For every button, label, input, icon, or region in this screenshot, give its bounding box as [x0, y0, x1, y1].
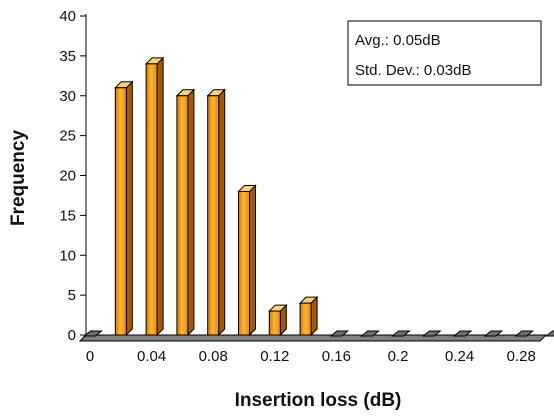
y-tick-label: 35: [59, 48, 76, 65]
bar-zero: [421, 330, 442, 337]
bar-front: [114, 87, 127, 336]
bar: [144, 56, 165, 337]
plot-area: 0 5 10 15 20 25 30 35 40 0 0.04 0.08 0.12 0.16 0.2 0.2…: [59, 8, 554, 365]
x-tick-label: 0.28: [507, 348, 536, 365]
x-tick-label: 0.08: [199, 348, 228, 365]
bar-side: [249, 184, 256, 337]
bar: [329, 330, 350, 337]
stats-annotation-box: Avg.: 0.05dB Std. Dev.: 0.03dB: [347, 20, 542, 86]
y-tick-label: 15: [59, 207, 76, 224]
bar: [360, 330, 381, 337]
bar-front: [207, 95, 220, 336]
y-tick-label: 30: [59, 88, 76, 105]
bar-zero: [545, 330, 554, 337]
bar: [421, 330, 442, 337]
bar: [83, 330, 103, 337]
stats-annotation-stddev: Std. Dev.: 0.03dB: [355, 62, 471, 79]
bar: [452, 330, 473, 337]
bar-front: [176, 95, 189, 336]
y-tick-label: 25: [59, 128, 76, 145]
y-tick-label: 20: [59, 168, 76, 185]
bar-side: [125, 80, 133, 337]
bar-side: [218, 88, 226, 337]
y-axis-ticks: 0 5 10 15 20 25 30 35 40: [59, 8, 86, 344]
x-tick-label: 0.04: [137, 348, 166, 365]
x-axis-ticks: 0 0.04 0.08 0.12 0.16 0.2 0.24 0.28: [86, 348, 536, 365]
bar-front: [268, 310, 281, 336]
bar: [175, 88, 196, 337]
x-axis-title: Insertion loss (dB): [235, 390, 402, 411]
bar: [391, 330, 411, 337]
x-tick-label: 0: [86, 348, 94, 365]
bar-zero: [329, 330, 350, 337]
stats-annotation-avg: Avg.: 0.05dB: [355, 32, 441, 49]
floor-slab: [78, 334, 548, 342]
x-tick-label: 0.12: [260, 348, 289, 365]
bar-zero: [360, 330, 381, 337]
bar-front: [145, 63, 158, 336]
x-tick-label: 0.16: [322, 348, 351, 365]
y-axis-line-depth: [79, 334, 87, 342]
bar-front: [299, 302, 312, 336]
y-axis-title: Frequency: [8, 130, 29, 227]
bar: [514, 330, 535, 337]
bar: [114, 80, 134, 337]
y-tick-label: 0: [68, 327, 76, 344]
bar-zero: [391, 330, 411, 337]
y-tick-label: 40: [59, 8, 76, 25]
bar: [268, 303, 288, 337]
bar: [237, 184, 257, 337]
bar-side: [156, 56, 164, 337]
bar-zero: [483, 330, 504, 337]
bar: [545, 330, 554, 337]
y-tick-label: 5: [68, 287, 76, 304]
bar-zero: [452, 330, 473, 337]
bars: [83, 56, 554, 337]
bar-front: [238, 190, 250, 336]
bar: [298, 295, 319, 337]
bar: [483, 330, 504, 337]
x-tick-label: 0.2: [388, 348, 409, 365]
x-tick-label: 0.24: [445, 348, 474, 365]
bar-side: [187, 88, 195, 337]
y-tick-label: 10: [59, 247, 76, 264]
chart-floor: [78, 334, 548, 342]
bar-zero: [514, 330, 535, 337]
bar: [206, 88, 226, 337]
bar-zero: [83, 330, 103, 337]
